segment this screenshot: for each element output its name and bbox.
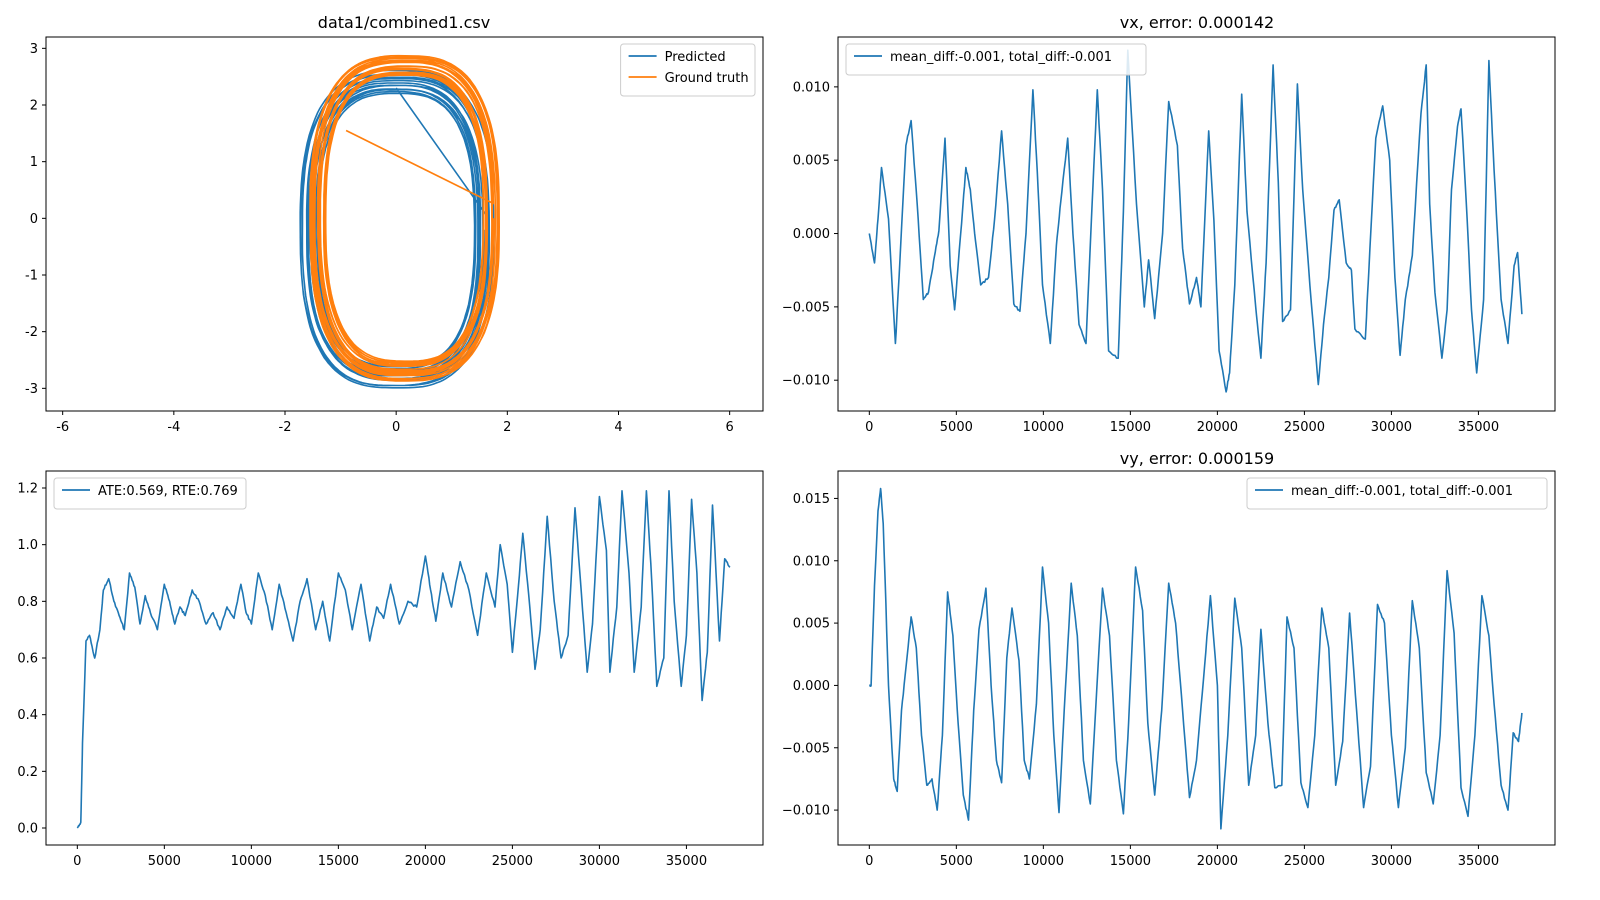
vy-xtick-label: 35000 bbox=[1458, 854, 1499, 869]
vy-series-group bbox=[868, 487, 1523, 830]
traj-xtick-label: -2 bbox=[279, 420, 292, 435]
traj-ytick-label: 3 bbox=[30, 42, 38, 57]
traj-legend-label: Predicted bbox=[665, 50, 726, 65]
vx-series-group bbox=[868, 49, 1523, 393]
vy-ytick-label: 0.010 bbox=[793, 554, 830, 569]
traj-ytick-label: 2 bbox=[30, 99, 38, 114]
traj-ytick-label: 0 bbox=[30, 212, 38, 227]
vx-xtick-label: 30000 bbox=[1371, 420, 1412, 435]
vx-xtick-label: 15000 bbox=[1110, 420, 1151, 435]
subplot-trajectory: data1/combined1.csv -6 -4 -2 0 2 4 6 -3 -2 -1 0 1 2 3… bbox=[25, 13, 764, 435]
vx-xtick-label: 25000 bbox=[1284, 420, 1325, 435]
vx-axes: 0 5000 10000 15000 20000 25000 30000 35000 −0.01… bbox=[782, 36, 1556, 435]
vx-xtick-label: 20000 bbox=[1197, 420, 1238, 435]
vy-ytick-label: 0.005 bbox=[793, 617, 830, 632]
ate-legend-label: ATE:0.569, RTE:0.769 bbox=[98, 484, 238, 499]
traj-ytick-label: 1 bbox=[30, 155, 38, 170]
vx-ytick-label: 0.000 bbox=[793, 227, 830, 242]
vx-xtick-label: 10000 bbox=[1023, 420, 1064, 435]
ate-xtick-label: 25000 bbox=[492, 854, 533, 869]
vx-legend-label: mean_diff:-0.001, total_diff:-0.001 bbox=[890, 50, 1112, 65]
vx-title: vx, error: 0.000142 bbox=[1120, 13, 1274, 32]
ate-xtick-label: 20000 bbox=[405, 854, 446, 869]
ate-xtick-label: 10000 bbox=[231, 854, 272, 869]
ate-ytick-label: 1.2 bbox=[17, 482, 38, 497]
ate-ytick-label: 1.0 bbox=[17, 538, 38, 553]
vx-ytick-label: −0.005 bbox=[782, 300, 830, 315]
ate-xtick-label: 30000 bbox=[579, 854, 620, 869]
vx-xtick-label: 35000 bbox=[1458, 420, 1499, 435]
vx-legend: mean_diff:-0.001, total_diff:-0.001 bbox=[845, 43, 1147, 76]
vy-axes: 0 5000 10000 15000 20000 25000 30000 35000 −0.01… bbox=[782, 470, 1556, 869]
traj-series-group bbox=[299, 54, 500, 389]
vy-ytick-label: −0.010 bbox=[782, 804, 830, 819]
ate-ytick-label: 0.4 bbox=[17, 708, 38, 723]
vy-ytick-label: 0.000 bbox=[793, 679, 830, 694]
vy-xtick-label: 15000 bbox=[1110, 854, 1151, 869]
vy-xtick-label: 10000 bbox=[1023, 854, 1064, 869]
traj-series-1-line bbox=[309, 54, 500, 382]
traj-xtick-label: 4 bbox=[614, 420, 622, 435]
vy-series-0-line bbox=[868, 487, 1523, 830]
traj-ytick-label: -1 bbox=[25, 269, 38, 284]
vx-frame bbox=[837, 36, 1556, 412]
traj-legend-box bbox=[620, 43, 756, 97]
ate-legend: ATE:0.569, RTE:0.769 bbox=[53, 477, 247, 510]
vy-legend-label: mean_diff:-0.001, total_diff:-0.001 bbox=[1291, 484, 1513, 499]
vy-title: vy, error: 0.000159 bbox=[1120, 449, 1274, 468]
traj-legend: Predicted Ground truth bbox=[620, 43, 756, 97]
traj-xtick-label: 0 bbox=[392, 420, 400, 435]
vy-legend: mean_diff:-0.001, total_diff:-0.001 bbox=[1246, 477, 1548, 510]
vx-xtick-label: 0 bbox=[865, 420, 873, 435]
trajectory-title: data1/combined1.csv bbox=[318, 13, 490, 32]
traj-xtick-label: 6 bbox=[726, 420, 734, 435]
ate-ytick-label: 0.6 bbox=[17, 652, 38, 667]
vy-frame bbox=[837, 470, 1556, 846]
ate-legend-box bbox=[53, 477, 247, 510]
ate-xtick-label: 5000 bbox=[148, 854, 181, 869]
traj-xtick-label: -6 bbox=[56, 420, 69, 435]
traj-xtick-label: 2 bbox=[503, 420, 511, 435]
vy-legend-box bbox=[1246, 477, 1548, 510]
vy-xtick-label: 20000 bbox=[1197, 854, 1238, 869]
vy-xtick-label: 30000 bbox=[1371, 854, 1412, 869]
traj-legend-label: Ground truth bbox=[665, 71, 749, 86]
vy-xtick-label: 25000 bbox=[1284, 854, 1325, 869]
vx-ytick-label: −0.010 bbox=[782, 374, 830, 389]
vy-xtick-label: 5000 bbox=[940, 854, 973, 869]
vx-xtick-label: 5000 bbox=[940, 420, 973, 435]
ate-series-0-line bbox=[76, 490, 731, 829]
vx-series-0-line bbox=[868, 49, 1523, 393]
subplot-ate: 0 5000 10000 15000 20000 25000 30000 35000 0.0 0.… bbox=[17, 470, 764, 869]
traj-frame bbox=[45, 36, 764, 412]
vx-ytick-label: 0.010 bbox=[793, 80, 830, 95]
ate-series-group bbox=[76, 490, 731, 829]
vy-xtick-label: 0 bbox=[865, 854, 873, 869]
ate-ytick-label: 0.8 bbox=[17, 595, 38, 610]
ate-ytick-label: 0.0 bbox=[17, 822, 38, 837]
subplot-vy: vy, error: 0.000159 0 5000 10000 15000 20000… bbox=[782, 449, 1556, 869]
ate-axes: 0 5000 10000 15000 20000 25000 30000 35000 0.0 0.… bbox=[17, 470, 764, 869]
traj-xtick-label: -4 bbox=[167, 420, 180, 435]
traj-ytick-label: -3 bbox=[25, 382, 38, 397]
traj-ytick-label: -2 bbox=[25, 325, 38, 340]
ate-xtick-label: 0 bbox=[73, 854, 81, 869]
trajectory-axes: -6 -4 -2 0 2 4 6 -3 -2 -1 0 1 2 3 Predicted Ground trut… bbox=[25, 36, 764, 435]
vy-ytick-label: 0.015 bbox=[793, 492, 830, 507]
ate-xtick-label: 15000 bbox=[318, 854, 359, 869]
vx-ytick-label: 0.005 bbox=[793, 154, 830, 169]
ate-xtick-label: 35000 bbox=[666, 854, 707, 869]
ate-ytick-label: 0.2 bbox=[17, 765, 38, 780]
vy-ytick-label: −0.005 bbox=[782, 741, 830, 756]
subplot-vx: vx, error: 0.000142 0 5000 10000 15000 20000… bbox=[782, 13, 1556, 435]
vx-legend-box bbox=[845, 43, 1147, 76]
